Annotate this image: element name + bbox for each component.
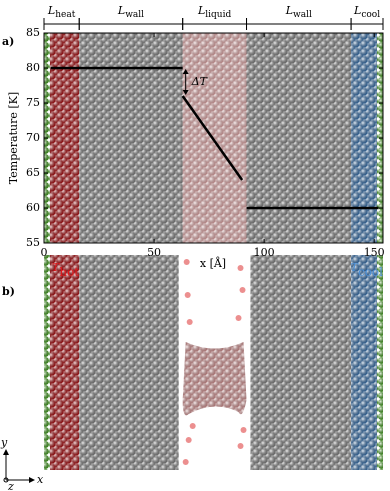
- plot-frame: [43, 32, 384, 244]
- temperature-label: Tcool: [351, 261, 384, 279]
- temperature-label: Thot: [52, 261, 79, 279]
- region-atoms: [79, 33, 183, 243]
- axes-compass: y x z: [0, 436, 44, 491]
- region-label: Lwall: [285, 4, 312, 20]
- liquid-atom: [189, 423, 196, 429]
- region-symbol: L: [117, 4, 125, 17]
- axis-name: y: [0, 436, 8, 449]
- arrowhead: [3, 449, 9, 455]
- liquid-atom: [240, 427, 247, 433]
- axis-origin: [3, 477, 9, 483]
- region-bracket: Lwall: [246, 4, 352, 30]
- x-tick-label: 50: [147, 246, 161, 259]
- region-atoms: [182, 33, 247, 243]
- region-bracket: Lliquid: [182, 4, 248, 30]
- arrowhead: [182, 69, 189, 74]
- liquid-atoms: [182, 342, 247, 416]
- region-symbol: L: [285, 4, 293, 17]
- x-tick-label: 100: [254, 246, 275, 259]
- temperature-symbol: T: [52, 261, 61, 274]
- panel-label: a): [2, 35, 14, 48]
- temperature-line: [181, 95, 244, 181]
- region-bracket: Lheat: [43, 4, 80, 30]
- thermostat-atoms: [377, 255, 383, 470]
- liquid-atom: [184, 292, 191, 298]
- region-bracket: Lcool: [350, 4, 384, 30]
- region-label: Lheat: [47, 4, 76, 20]
- axis-name: z: [7, 480, 14, 491]
- y-tick-label: 55: [26, 236, 40, 249]
- region-symbol: L: [47, 4, 55, 17]
- region-subscript: wall: [125, 10, 144, 20]
- liquid-atom: [182, 459, 189, 465]
- region-label: Lcool: [353, 4, 380, 20]
- region-subscript: heat: [55, 10, 75, 20]
- liquid-atom: [237, 443, 244, 449]
- region-atoms: [246, 33, 352, 243]
- temperature-subscript: cool: [358, 265, 383, 279]
- delta-label: ΔT: [191, 75, 209, 88]
- arrowhead: [182, 90, 189, 95]
- region-label: Lliquid: [197, 4, 232, 20]
- liquid-atom: [239, 287, 246, 293]
- region-symbol: L: [197, 4, 205, 17]
- y-tick-label: 70: [26, 131, 40, 144]
- arrowhead: [29, 477, 35, 483]
- x-tick-label: 0: [41, 246, 48, 259]
- liquid-atom: [235, 315, 242, 321]
- region-atoms: [79, 255, 179, 470]
- x-axis-label: x [Å]: [200, 256, 226, 270]
- y-axis-label: Temperature [K]: [7, 92, 20, 184]
- temperature-symbol: T: [351, 261, 360, 274]
- y-tick-label: 75: [26, 96, 40, 109]
- region-atoms: [250, 255, 352, 470]
- y-tick-label: 60: [26, 201, 40, 214]
- region-label: Lwall: [117, 4, 144, 20]
- liquid-atom: [186, 319, 193, 325]
- y-tick-label: 65: [26, 166, 40, 179]
- region-bracket: Lwall: [78, 4, 184, 30]
- y-tick-label: 80: [26, 61, 40, 74]
- region-subscript: wall: [293, 10, 312, 20]
- region-subscript: cool: [361, 10, 380, 20]
- x-tick-label: 150: [364, 246, 385, 259]
- axis-name: x: [37, 473, 44, 486]
- temperature-subscript: hot: [59, 265, 79, 279]
- liquid-atom: [183, 259, 190, 265]
- liquid-atom: [237, 265, 244, 271]
- thermostat-atoms: [44, 255, 50, 470]
- panel-label: b): [2, 285, 15, 298]
- region-subscript: liquid: [205, 10, 231, 20]
- region-symbol: L: [353, 4, 361, 17]
- y-tick-label: 85: [26, 26, 40, 39]
- liquid-atom: [185, 437, 192, 443]
